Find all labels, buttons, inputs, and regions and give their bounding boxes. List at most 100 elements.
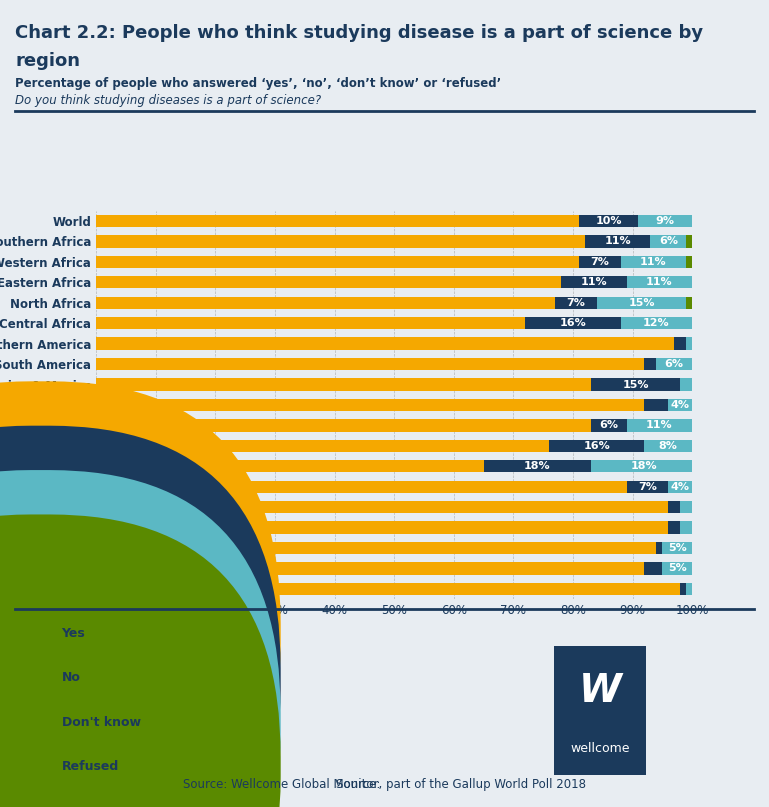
Text: 8%: 8% — [659, 441, 677, 451]
Text: 82%: 82% — [326, 235, 355, 248]
Bar — [561, 276, 627, 288]
Text: 83%: 83% — [329, 378, 358, 391]
Text: 81%: 81% — [324, 255, 351, 269]
Bar — [96, 541, 657, 554]
Text: Percentage of people who answered ‘yes’, ‘no’, ‘don’t know’ or ‘refused’: Percentage of people who answered ‘yes’,… — [15, 77, 501, 90]
Bar — [686, 256, 692, 268]
Text: 92%: 92% — [356, 562, 384, 575]
Bar — [96, 297, 555, 309]
Text: 11%: 11% — [640, 257, 667, 267]
Text: 7%: 7% — [567, 298, 585, 307]
Text: 83%: 83% — [329, 419, 358, 432]
Bar — [597, 297, 686, 309]
Text: wellcome: wellcome — [570, 742, 630, 755]
Bar — [585, 236, 651, 248]
Bar — [579, 256, 621, 268]
Bar — [96, 378, 591, 391]
Bar — [668, 399, 692, 411]
Text: Yes: Yes — [62, 627, 85, 640]
Text: region: region — [15, 52, 81, 70]
Bar — [681, 583, 686, 595]
Bar — [549, 440, 644, 452]
Bar — [96, 358, 644, 370]
Text: 78%: 78% — [315, 276, 343, 289]
Bar — [96, 521, 668, 533]
Bar — [96, 420, 591, 432]
Bar — [621, 256, 686, 268]
Text: 9%: 9% — [656, 216, 674, 226]
Bar — [96, 440, 549, 452]
Text: 10%: 10% — [595, 216, 622, 226]
Bar — [96, 317, 525, 329]
Text: 4%: 4% — [671, 400, 690, 410]
Bar — [525, 317, 621, 329]
Text: 11%: 11% — [646, 278, 673, 287]
Text: 6%: 6% — [599, 420, 618, 430]
Text: 18%: 18% — [524, 462, 551, 471]
Bar — [644, 562, 662, 575]
Bar — [96, 276, 561, 288]
Bar — [674, 337, 686, 349]
Bar — [681, 501, 692, 513]
Bar — [668, 501, 681, 513]
Text: 11%: 11% — [604, 236, 631, 246]
Bar — [591, 420, 627, 432]
Text: 11%: 11% — [646, 420, 673, 430]
Text: 72%: 72% — [297, 316, 325, 330]
Text: 96%: 96% — [368, 521, 396, 534]
Text: Don't know: Don't know — [62, 716, 141, 729]
Bar — [96, 337, 674, 349]
Text: 92%: 92% — [356, 399, 384, 412]
Bar — [662, 541, 692, 554]
Bar — [579, 215, 638, 227]
Bar — [96, 501, 668, 513]
Text: 6%: 6% — [664, 359, 684, 369]
Text: 96%: 96% — [368, 500, 396, 513]
Text: 18%: 18% — [631, 462, 657, 471]
Bar — [96, 236, 585, 248]
Text: 94%: 94% — [362, 541, 391, 554]
Bar — [644, 440, 692, 452]
Text: No: No — [62, 671, 81, 684]
Text: 98%: 98% — [374, 583, 402, 596]
Bar — [555, 297, 597, 309]
Text: 5%: 5% — [667, 543, 687, 553]
Text: Refused: Refused — [62, 760, 118, 773]
Text: 89%: 89% — [348, 480, 375, 493]
Text: 92%: 92% — [356, 358, 384, 370]
Text: Source: Wellcome Global Monitor, part of the Gallup World Poll 2018: Source: Wellcome Global Monitor, part of… — [183, 778, 586, 791]
Text: 77%: 77% — [311, 296, 340, 309]
Text: Chart 2.2: People who think studying disease is a part of science by: Chart 2.2: People who think studying dis… — [15, 24, 704, 42]
Bar — [686, 297, 692, 309]
Text: 15%: 15% — [628, 298, 654, 307]
Text: 11%: 11% — [581, 278, 607, 287]
Text: 16%: 16% — [584, 441, 610, 451]
Text: 15%: 15% — [622, 379, 649, 390]
Text: 7%: 7% — [638, 482, 657, 491]
Bar — [96, 481, 627, 493]
Text: 6%: 6% — [659, 236, 677, 246]
Text: 4%: 4% — [671, 482, 690, 491]
Bar — [484, 460, 591, 472]
Bar — [657, 358, 692, 370]
Text: 65%: 65% — [276, 460, 304, 473]
Bar — [681, 378, 692, 391]
Bar — [686, 236, 692, 248]
Bar — [96, 256, 579, 268]
Bar — [638, 215, 692, 227]
Bar — [668, 481, 692, 493]
Bar — [96, 215, 579, 227]
Text: Source:: Source: — [336, 778, 384, 791]
Bar — [657, 541, 662, 554]
Bar — [627, 420, 692, 432]
Text: 16%: 16% — [560, 318, 586, 328]
Text: 12%: 12% — [643, 318, 670, 328]
Bar — [644, 358, 657, 370]
Text: 5%: 5% — [667, 563, 687, 574]
Bar — [96, 583, 681, 595]
Bar — [621, 317, 692, 329]
Bar — [686, 337, 692, 349]
Text: 81%: 81% — [324, 215, 351, 228]
Bar — [591, 460, 698, 472]
Bar — [627, 481, 668, 493]
